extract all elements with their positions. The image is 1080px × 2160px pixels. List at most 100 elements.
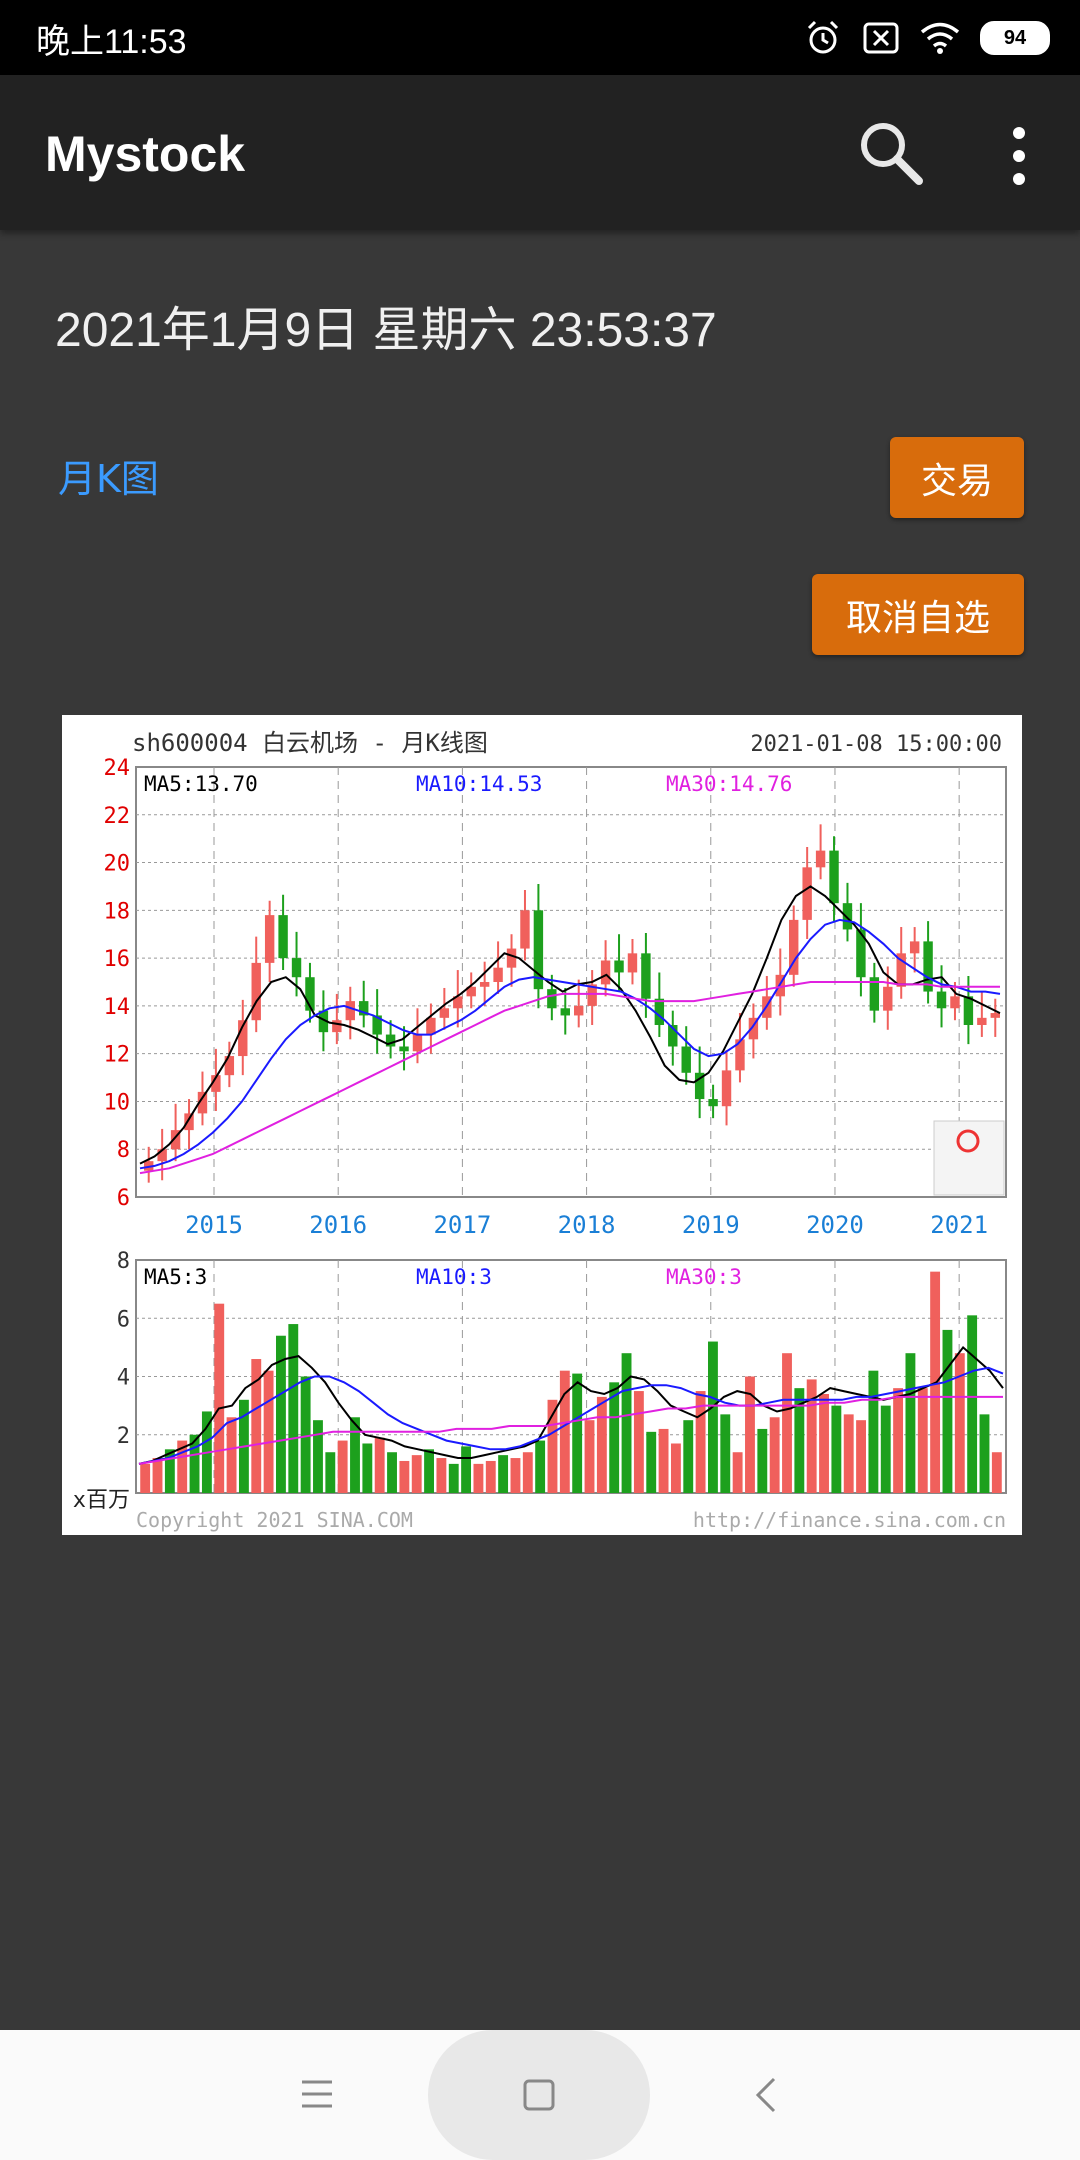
nav-home-pill	[428, 2030, 650, 2160]
app-bar: Mystock	[0, 75, 1080, 230]
candle-body	[493, 967, 503, 982]
candle-body	[896, 953, 906, 987]
candle-body	[990, 1013, 1000, 1018]
price-tick-label: 14	[104, 995, 131, 1020]
search-icon[interactable]	[855, 117, 927, 189]
wifi-icon	[920, 22, 960, 54]
volume-bar	[819, 1393, 829, 1493]
volume-bar	[337, 1440, 348, 1493]
volume-bar	[991, 1452, 1002, 1493]
volume-bar	[374, 1437, 385, 1493]
menu-icon[interactable]	[300, 2078, 334, 2110]
volume-bar	[782, 1353, 792, 1493]
candle-body	[560, 1008, 570, 1016]
volume-bar	[251, 1359, 262, 1493]
sim-off-icon	[863, 22, 899, 54]
candle-body	[641, 953, 651, 999]
candle-body	[735, 1039, 745, 1071]
candle-body	[802, 867, 812, 920]
volume-bar	[646, 1431, 657, 1493]
volume-bar	[164, 1449, 175, 1493]
candle-body	[547, 989, 557, 1009]
candle-body	[479, 982, 490, 987]
candle-body	[506, 948, 517, 968]
copyright-text: Copyright 2021 SINA.COM	[136, 1508, 413, 1532]
volume-tick-label: 2	[117, 1424, 130, 1449]
candle-body	[829, 850, 839, 904]
x-axis-label: 2019	[682, 1211, 740, 1239]
ma10-label: MA10:14.53	[416, 772, 542, 796]
volume-bar	[806, 1379, 817, 1493]
candle-body	[520, 910, 530, 949]
candle-body	[708, 1099, 718, 1107]
candle-body	[224, 1056, 235, 1076]
volume-bar	[424, 1449, 434, 1493]
volume-bar	[387, 1452, 397, 1493]
volume-bar	[140, 1463, 151, 1493]
home-icon[interactable]	[522, 2078, 556, 2112]
candle-body	[815, 850, 826, 868]
volume-ma10-label: MA10:3	[416, 1265, 492, 1289]
candle-body	[170, 1130, 181, 1150]
candle-body	[412, 1034, 423, 1052]
volume-bar	[473, 1463, 484, 1493]
candle-body	[278, 915, 288, 959]
candle-body	[694, 1072, 705, 1100]
volume-bar	[288, 1324, 299, 1493]
volume-bar	[720, 1414, 731, 1493]
volume-bar	[732, 1452, 743, 1493]
sina-logo	[933, 1120, 1005, 1196]
volume-bar	[177, 1440, 188, 1493]
volume-bar	[226, 1417, 237, 1493]
ma10-line	[139, 918, 1001, 1170]
volume-tick-label: 6	[117, 1307, 130, 1332]
back-icon[interactable]	[754, 2076, 778, 2114]
candle-body	[385, 1034, 396, 1047]
candle-body	[332, 1020, 342, 1033]
battery-indicator: 94	[980, 21, 1050, 55]
more-vert-icon[interactable]	[995, 123, 1043, 189]
volume-bar	[905, 1353, 916, 1493]
volume-bar	[769, 1417, 780, 1493]
candle-body	[587, 984, 597, 1006]
volume-bar	[448, 1463, 459, 1493]
candle-body	[789, 919, 799, 975]
volume-bar	[436, 1458, 447, 1493]
candle-body	[950, 996, 960, 1009]
volume-ma30-label: MA30:3	[666, 1265, 742, 1289]
candle-body	[318, 1010, 329, 1033]
x-axis-label: 2020	[806, 1211, 864, 1239]
source-url-text: http://finance.sina.com.cn	[693, 1508, 1006, 1532]
candle-body	[681, 1046, 691, 1073]
volume-bar	[843, 1414, 854, 1493]
price-tick-label: 20	[104, 852, 131, 877]
candle-body	[426, 1017, 436, 1035]
volume-bar	[633, 1391, 644, 1493]
candle-body	[345, 1001, 355, 1021]
price-tick-label: 24	[104, 756, 131, 781]
candle-body	[184, 1113, 194, 1131]
candle-body	[211, 1075, 221, 1092]
volume-bar	[362, 1443, 373, 1493]
volume-bar	[794, 1388, 805, 1493]
remove-from-watchlist-button[interactable]: 取消自选	[812, 574, 1024, 655]
price-tick-label: 18	[104, 899, 131, 924]
chart-title: sh600004 白云机场 - 月K线图	[132, 729, 488, 757]
candle-body	[238, 1020, 248, 1057]
candle-body	[157, 1149, 167, 1162]
monthly-k-chart-link[interactable]: 月K图	[58, 457, 159, 501]
volume-bar	[510, 1458, 521, 1493]
chart-timestamp: 2021-01-08 15:00:00	[750, 732, 1002, 757]
candle-body	[466, 986, 476, 997]
candle-body	[668, 1025, 678, 1047]
price-tick-label: 22	[104, 804, 131, 829]
volume-bar	[942, 1329, 953, 1493]
sina-logo-eye-icon	[956, 1129, 980, 1153]
trade-button[interactable]: 交易	[890, 437, 1024, 518]
volume-bar	[621, 1353, 632, 1493]
ma30-line	[139, 981, 1000, 1175]
x-axis-label: 2016	[309, 1211, 367, 1239]
volume-bar	[535, 1440, 546, 1493]
candle-body	[574, 1005, 584, 1016]
volume-bar	[399, 1460, 410, 1493]
